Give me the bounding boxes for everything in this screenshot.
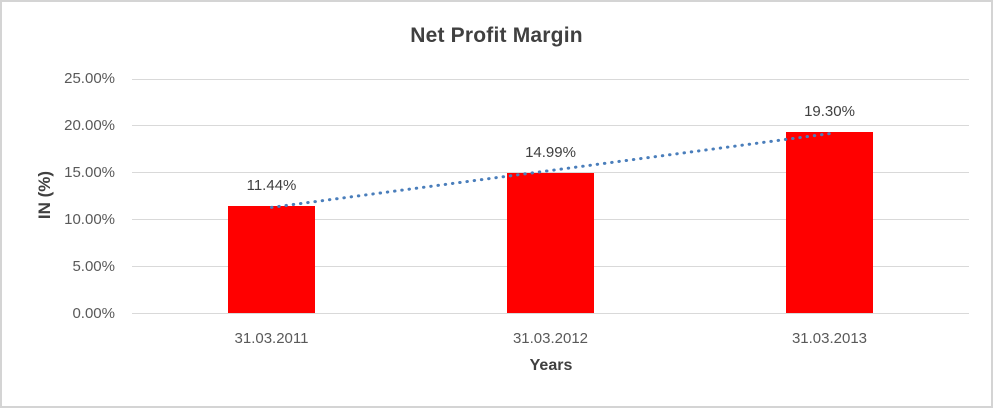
bar-31.03.2013 — [786, 132, 873, 314]
gridline — [132, 125, 969, 127]
y-tick-label: 0.00% — [72, 304, 115, 322]
bar-31.03.2011 — [228, 206, 315, 314]
category-label: 31.03.2012 — [512, 330, 589, 347]
gridline — [132, 78, 969, 80]
chart-title: Net Profit Margin — [410, 24, 583, 47]
category-label: 31.03.2013 — [791, 330, 868, 347]
y-tick-label: 5.00% — [72, 257, 115, 275]
bar-31.03.2012 — [507, 172, 594, 314]
y-tick-label: 15.00% — [64, 163, 115, 181]
y-tick-label: 25.00% — [64, 70, 115, 87]
data-label: 11.44% — [246, 177, 297, 195]
y-tick-label: 20.00% — [64, 116, 115, 134]
x-axis-title: Years — [529, 357, 573, 374]
category-label: 31.03.2011 — [234, 330, 309, 347]
gridline — [132, 313, 969, 314]
data-label: 14.99% — [525, 143, 576, 161]
data-label: 19.30% — [804, 103, 855, 121]
y-tick-label: 10.00% — [64, 210, 115, 228]
